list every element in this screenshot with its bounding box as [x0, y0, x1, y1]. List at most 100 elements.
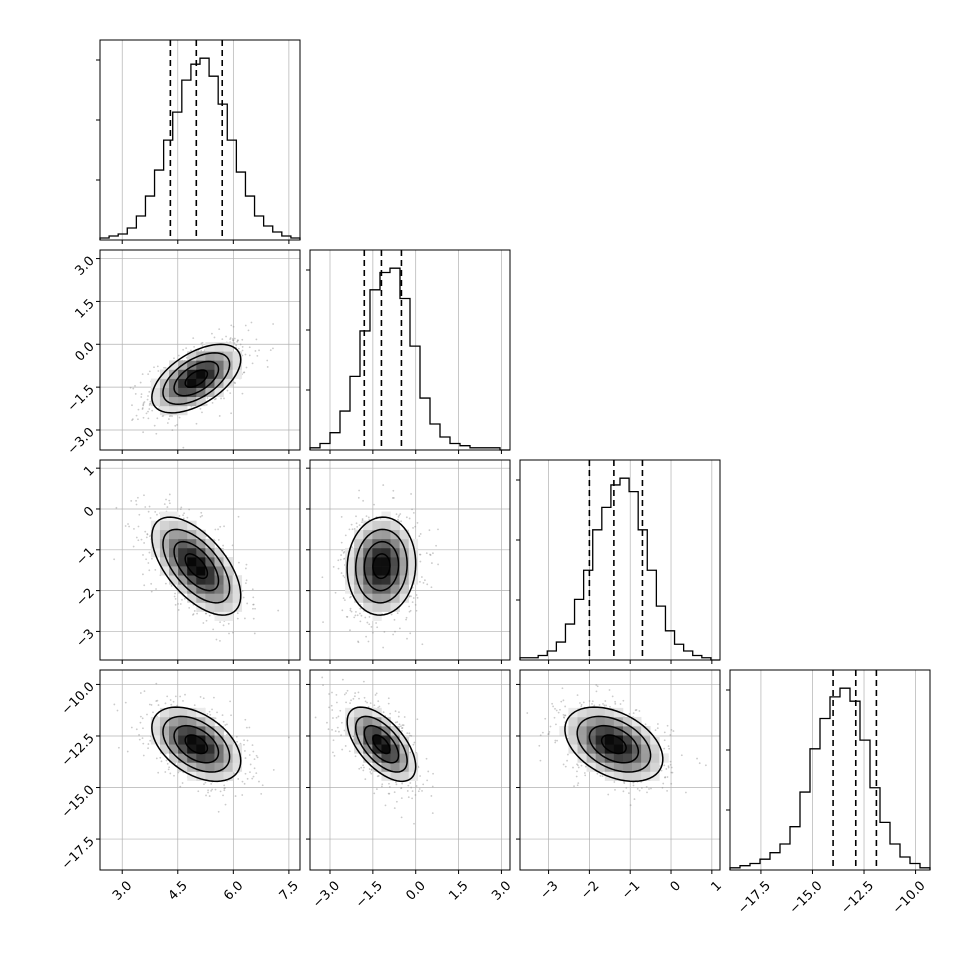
x-tick-label: −2 — [578, 878, 602, 902]
scatter-point — [142, 416, 145, 419]
scatter-point — [576, 784, 579, 787]
panel-grid-2-0 — [100, 460, 300, 660]
density-cell — [232, 753, 243, 763]
scatter-point — [149, 739, 152, 742]
scatter-point — [363, 696, 366, 699]
scatter-point — [368, 623, 371, 626]
scatter-point — [377, 700, 380, 703]
scatter-point — [667, 766, 670, 769]
scatter-point — [116, 709, 119, 712]
density-cell — [390, 602, 400, 612]
density-cell — [363, 557, 373, 567]
y-tick-label: −15.0 — [59, 783, 98, 822]
scatter-point — [562, 713, 565, 716]
density-cell — [372, 611, 382, 621]
density-cell — [622, 716, 633, 727]
density-cell — [178, 735, 188, 745]
scatter-point — [663, 764, 666, 767]
scatter-point — [380, 785, 383, 788]
scatter-point — [622, 790, 625, 793]
scatter-point — [614, 702, 617, 705]
scatter-point — [147, 510, 150, 513]
scatter-point — [173, 595, 176, 598]
scatter-point — [333, 754, 336, 757]
scatter-point — [421, 790, 423, 792]
scatter-point — [176, 423, 178, 426]
scatter-point — [134, 393, 137, 395]
scatter-point — [632, 781, 635, 784]
scatter-point — [340, 515, 343, 518]
scatter-point — [576, 763, 578, 766]
scatter-point — [353, 695, 356, 698]
density-cell — [205, 369, 215, 379]
scatter-point — [134, 385, 136, 387]
density-cell — [205, 547, 215, 558]
scatter-point — [128, 525, 130, 528]
density-cell — [381, 575, 391, 585]
scatter-point — [391, 497, 394, 499]
scatter-point — [661, 786, 664, 789]
contour-level — [173, 360, 220, 397]
scatter-point — [139, 715, 142, 718]
scatter-point — [580, 764, 583, 767]
scatter-point — [588, 700, 591, 702]
scatter-point — [130, 500, 133, 502]
scatter-point — [387, 792, 390, 795]
scatter-point — [155, 757, 158, 760]
scatter-point — [266, 366, 269, 368]
density-cell — [223, 753, 233, 763]
scatter-point — [394, 781, 397, 784]
scatter-point — [205, 619, 208, 622]
scatter-point — [236, 740, 239, 743]
density-cell — [187, 387, 197, 398]
contour-level — [564, 706, 664, 783]
scatter-point — [196, 612, 198, 615]
scatter-point — [584, 765, 587, 768]
scatter-point — [349, 596, 351, 599]
scatter-point — [339, 709, 342, 712]
scatter-point — [135, 536, 138, 539]
x-tick-label: −10.0 — [890, 878, 929, 917]
scatter-point — [142, 742, 145, 745]
scatter-point — [409, 734, 411, 737]
density-cell — [214, 342, 224, 352]
scatter-point — [113, 703, 116, 706]
scatter-point — [149, 517, 152, 519]
scatter-point — [208, 614, 211, 617]
scatter-point — [168, 499, 171, 502]
x-tick-label: −1 — [619, 878, 643, 902]
scatter-point — [358, 524, 361, 527]
density-cell — [372, 520, 382, 531]
scatter-point — [232, 631, 234, 634]
density-cell — [196, 387, 206, 398]
scatter-point — [547, 733, 550, 736]
density-cell — [214, 744, 224, 754]
scatter-point — [551, 702, 554, 705]
contour-level — [372, 734, 391, 755]
density-cell — [223, 611, 233, 621]
scatter-point — [167, 768, 170, 771]
scatter-point — [361, 519, 364, 522]
scatter-point — [222, 624, 225, 627]
scatter-point — [328, 706, 330, 709]
density-cell — [214, 369, 224, 379]
scatter-point — [150, 704, 153, 706]
scatter-point — [332, 717, 334, 719]
density-cell — [196, 753, 206, 763]
scatter-point — [556, 739, 558, 742]
scatter-point — [666, 776, 669, 778]
y-tick-label: −3.0 — [65, 425, 98, 458]
contour-level — [354, 715, 408, 773]
scatter-point — [156, 417, 159, 420]
scatter-point — [340, 541, 343, 544]
scatter-point — [584, 774, 587, 777]
scatter-point — [185, 347, 188, 349]
density-cell — [150, 387, 161, 398]
scatter-point — [359, 612, 361, 615]
density-cell — [381, 511, 391, 521]
scatter-point — [353, 616, 356, 619]
scatter-point — [272, 347, 274, 350]
scatter-point — [249, 771, 251, 774]
scatter-point — [685, 791, 687, 794]
density-panel-3-2 — [526, 684, 707, 807]
